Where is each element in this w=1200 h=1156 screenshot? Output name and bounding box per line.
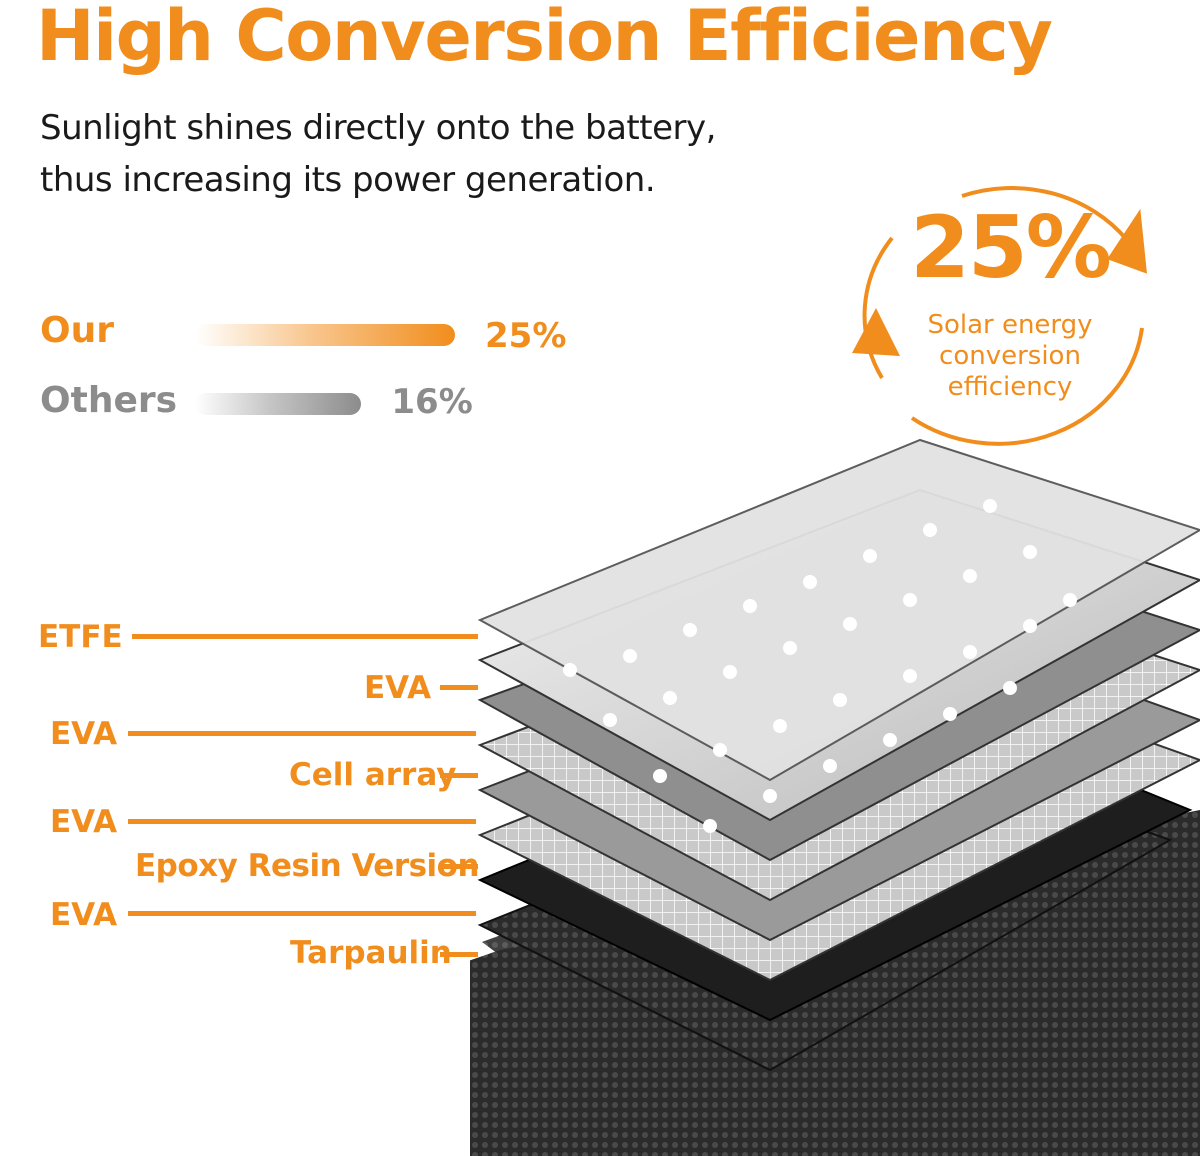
leader-line-epoxy-resin — [440, 864, 478, 869]
layer-label-etfe: ETFE — [38, 619, 123, 655]
layer-stack-illustration — [470, 438, 1200, 1156]
circular-arrows-icon — [852, 186, 1147, 446]
our-bar — [195, 324, 455, 346]
leader-line-cell-array — [440, 773, 478, 778]
subtitle-line-1: Sunlight shines directly onto the batter… — [40, 108, 716, 148]
others-bar — [195, 393, 362, 415]
page-title: High Conversion Efficiency — [36, 0, 1053, 77]
badge-value: 25% — [910, 198, 1112, 298]
leader-line-eva-2 — [128, 731, 476, 736]
others-value: 16% — [391, 382, 473, 422]
badge-line-1: Solar energy — [927, 310, 1093, 340]
leader-line-etfe — [132, 634, 478, 639]
others-label: Others — [40, 380, 178, 421]
badge-line-3: efficiency — [947, 372, 1073, 402]
leader-line-eva-4 — [128, 911, 476, 916]
layer-label-cell-array: Cell array — [289, 757, 457, 793]
leader-line-tarpaulin — [440, 952, 478, 957]
leader-line-eva-1 — [440, 685, 478, 690]
layer-label-eva-2: EVA — [50, 716, 118, 752]
badge-line-2: conversion — [939, 341, 1081, 371]
layer-label-eva-3: EVA — [50, 804, 118, 840]
layer-label-epoxy-resin: Epoxy Resin Version — [135, 848, 480, 884]
subtitle-line-2: thus increasing its power generation. — [40, 160, 656, 200]
layer-label-eva-4: EVA — [50, 897, 118, 933]
our-value: 25% — [485, 316, 567, 356]
layer-label-tarpaulin: Tarpaulin — [290, 935, 452, 971]
layer-label-eva-1: EVA — [364, 670, 432, 706]
our-label: Our — [40, 310, 114, 351]
leader-line-eva-3 — [128, 819, 476, 824]
